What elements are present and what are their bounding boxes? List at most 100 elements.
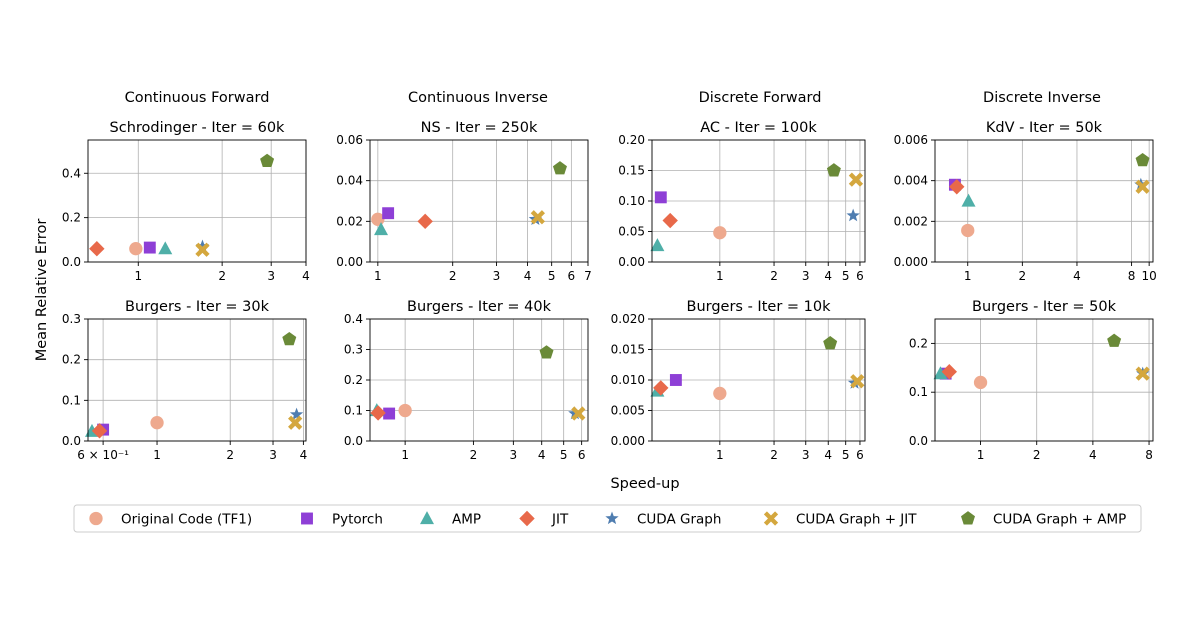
subplot-5: Burgers - Iter = 30k 0.0 0.1 0.2 0.3 6 × 10⁻¹… <box>62 299 307 462</box>
data-point-cuda-graph-jit <box>530 210 545 225</box>
y-tick-label: 0.005 <box>611 404 645 418</box>
data-point-jit <box>91 423 108 439</box>
x-axis-label: Speed-up <box>610 476 679 492</box>
subplot-7: Burgers - Iter = 10k 0.000 0.005 0.010 0.015… <box>611 299 866 462</box>
y-tick-label: 0.002 <box>894 214 928 228</box>
subplot-title: KdV - Iter = 50k <box>986 120 1103 136</box>
x-tick-label: 8 <box>1128 269 1136 283</box>
column-title-2: Continuous Inverse <box>408 90 548 106</box>
legend-item-jit: JIT <box>519 510 569 528</box>
x-tick-label: 4 <box>824 448 832 462</box>
x-tick-label: 5 <box>842 269 850 283</box>
y-tick-label: 0.3 <box>344 343 363 357</box>
x-tick-label: 2 <box>1019 269 1027 283</box>
column-title-4: Discrete Inverse <box>983 90 1101 106</box>
x-tick-label: 7 <box>584 269 592 283</box>
subplot-title: NS - Iter = 250k <box>421 120 538 136</box>
data-point-pytorch <box>382 207 395 220</box>
legend-marker-amp <box>420 511 434 525</box>
y-tick-label: 0.00 <box>336 255 363 269</box>
legend-label: Original Code (TF1) <box>121 512 252 528</box>
x-tick-label: 5 <box>842 448 850 462</box>
plot-area <box>88 319 306 441</box>
y-tick-label: 0.4 <box>62 166 81 180</box>
y-tick-label: 0.1 <box>344 404 363 418</box>
x-tick-label: 2 <box>770 269 778 283</box>
legend-item-pytorch: Pytorch <box>301 512 383 528</box>
x-tick-label: 1 <box>134 269 142 283</box>
y-tick-label: 0.000 <box>611 434 645 448</box>
data-point-original-code-tf1 <box>129 242 143 256</box>
x-tick-label: 1 <box>401 448 409 462</box>
data-point-cuda-graph-jit <box>1135 366 1150 381</box>
plot-frame <box>651 318 866 442</box>
data-point-cuda-graph-amp <box>552 161 567 175</box>
subplot-8: Burgers - Iter = 50k 0.0 0.1 0.2 1 2 4 8 <box>909 299 1154 462</box>
x-tick-label: 2 <box>226 448 234 462</box>
x-tick-label: 5 <box>548 269 556 283</box>
plot-frame <box>87 139 307 263</box>
plot-frame <box>87 318 307 442</box>
subplot-title: AC - Iter = 100k <box>700 120 817 136</box>
x-tick-label: 1 <box>374 269 382 283</box>
data-point-jit <box>417 213 433 230</box>
x-tick-label: 2 <box>470 448 478 462</box>
data-point-amp <box>650 238 665 252</box>
x-tick-label: 1 <box>716 448 724 462</box>
data-point-cuda-graph-jit <box>571 406 586 421</box>
data-point-cuda-graph-amp <box>1107 333 1122 347</box>
subplot-4: KdV - Iter = 50k 0.000 0.002 0.004 0.006 1 2 4 8… <box>894 120 1157 283</box>
data-point-jit <box>662 212 678 229</box>
data-point-cuda-graph <box>846 208 860 222</box>
data-point-pytorch <box>143 241 156 254</box>
subplot-title: Burgers - Iter = 50k <box>972 299 1117 315</box>
data-point-cuda-graph-jit <box>850 374 865 389</box>
x-tick-label: 3 <box>267 269 275 283</box>
legend-marker-original-code-tf1 <box>89 511 103 526</box>
x-tick-label: 4 <box>824 269 832 283</box>
y-tick-label: 0.02 <box>336 214 363 228</box>
data-point-pytorch <box>383 407 396 420</box>
legend-label: CUDA Graph <box>637 512 721 528</box>
y-tick-label: 0.010 <box>611 373 645 387</box>
x-tick-label: 4 <box>524 269 532 283</box>
data-point-cuda-graph-jit <box>848 172 864 187</box>
x-tick-label: 3 <box>493 269 501 283</box>
y-tick-label: 0.05 <box>618 225 645 239</box>
x-tick-label: 5 <box>560 448 568 462</box>
subplot-3: AC - Iter = 100k 0.00 0.05 0.10 0.15 0.20 1 2 3 4… <box>618 120 866 283</box>
y-tick-label: 0.00 <box>618 255 645 269</box>
y-tick-label: 0.0 <box>62 255 81 269</box>
x-tick-label: 4 <box>1073 269 1081 283</box>
x-tick-label: 4 <box>1089 448 1097 462</box>
y-tick-label: 0.10 <box>618 194 645 208</box>
data-point-original-code-tf1 <box>713 386 727 401</box>
x-tick-label: 1 <box>977 448 985 462</box>
data-point-jit <box>89 240 105 257</box>
x-tick-label: 6 <box>568 269 576 283</box>
y-tick-label: 0.000 <box>894 255 928 269</box>
legend-item-amp: AMP <box>420 511 481 528</box>
legend-marker-cuda-graph <box>605 511 619 525</box>
data-point-cuda-graph-amp <box>823 336 838 350</box>
legend-label: CUDA Graph + AMP <box>993 512 1126 528</box>
column-title-3: Discrete Forward <box>699 90 822 106</box>
y-tick-label: 0.0 <box>909 434 928 448</box>
plot-frame <box>934 139 1154 263</box>
legend-marker-pytorch <box>301 512 313 525</box>
data-point-cuda-graph-amp <box>826 163 841 177</box>
x-tick-label: 3 <box>802 269 810 283</box>
y-tick-label: 0.20 <box>618 133 645 147</box>
legend-item-cuda-graph-amp: CUDA Graph + AMP <box>961 511 1126 528</box>
x-tick-label: 3 <box>802 448 810 462</box>
legend-label: AMP <box>452 512 481 528</box>
y-tick-label: 0.0 <box>344 434 363 448</box>
legend-marker-cuda-graph-amp <box>961 511 975 525</box>
data-point-original-code-tf1 <box>398 403 412 418</box>
x-tick-label: 8 <box>1145 448 1153 462</box>
subplot-2: NS - Iter = 250k 0.00 0.02 0.04 0.06 1 2 3 4 5 6 7 <box>336 120 592 283</box>
y-axis-label: Mean Relative Error <box>34 219 50 362</box>
y-tick-label: 0.2 <box>909 336 928 350</box>
data-point-pytorch <box>669 374 682 386</box>
